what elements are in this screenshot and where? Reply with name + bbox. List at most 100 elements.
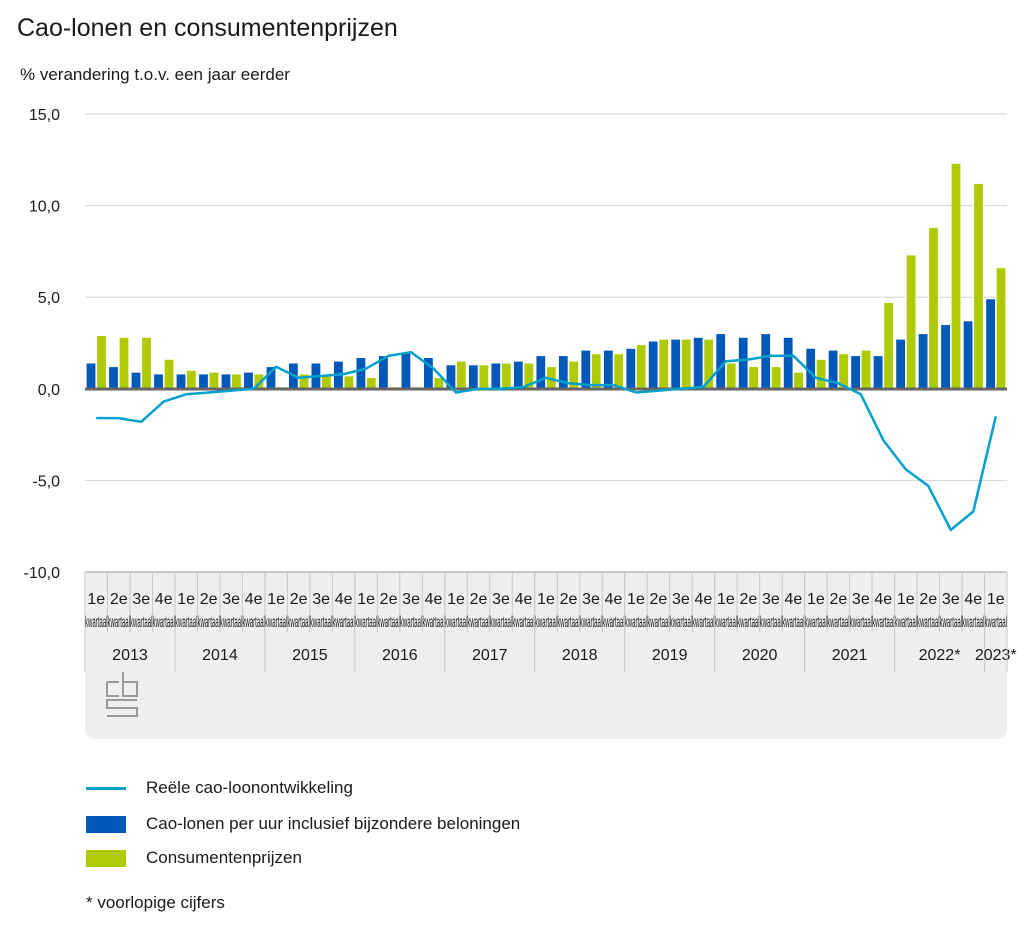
x-axis-panel (85, 572, 1007, 739)
bar-cao-lonen (468, 364, 479, 390)
x-quarter-label: 2e (110, 591, 128, 608)
bar-consumentenprijzen (456, 360, 467, 390)
bar-cao-lonen (715, 333, 726, 390)
x-quarter-suffix: kwartaal (647, 614, 669, 631)
x-quarter-label: 1e (987, 591, 1005, 608)
bar-consumentenprijzen (771, 366, 782, 390)
bar-cao-lonen (86, 362, 97, 390)
cbs-logo-cb (106, 672, 138, 697)
cbs-logo-s (106, 699, 138, 717)
x-quarter-label: 1e (87, 591, 105, 608)
x-year-label: 2018 (562, 647, 598, 664)
x-quarter-suffix: kwartaal (557, 614, 579, 631)
bar-cao-lonen (400, 351, 411, 390)
x-year-label: 2019 (652, 647, 688, 664)
bar-cao-lonen (850, 355, 861, 390)
x-quarter-label: 3e (402, 591, 420, 608)
x-quarter-label: 3e (672, 591, 690, 608)
x-quarter-label: 3e (222, 591, 240, 608)
bar-cao-lonen (153, 373, 164, 390)
bar-cao-lonen (355, 357, 366, 390)
legend-label: Consumentenprijzen (146, 848, 302, 867)
bar-cao-lonen (985, 298, 996, 390)
y-tick-label: 10,0 (29, 199, 60, 216)
x-quarter-suffix: kwartaal (130, 614, 152, 631)
chart: 15,010,05,00,0-5,0-10,0 1ekwartaal2ekwar… (24, 107, 1017, 739)
x-quarter-label: 2e (470, 591, 488, 608)
bar-cao-lonen (108, 366, 119, 390)
x-quarter-label: 2e (919, 591, 937, 608)
x-quarter-suffix: kwartaal (400, 614, 422, 631)
x-quarter-label: 4e (155, 591, 173, 608)
y-tick-label: -10,0 (24, 565, 61, 582)
x-quarter-label: 3e (762, 591, 780, 608)
y-tick-label: 0,0 (38, 382, 60, 399)
bar-cao-lonen (221, 373, 232, 390)
x-quarter-suffix: kwartaal (220, 614, 242, 631)
x-year-label: 2021 (832, 647, 868, 664)
bar-consumentenprijzen (321, 375, 332, 390)
gridlines (85, 113, 1007, 573)
x-quarter-label: 3e (132, 591, 150, 608)
bar-cao-lonen (625, 348, 636, 390)
x-quarter-label: 2e (560, 591, 578, 608)
x-quarter-label: 2e (739, 591, 757, 608)
bar-consumentenprijzen (613, 353, 624, 390)
bar-cao-lonen (738, 337, 749, 390)
bar-cao-lonen (513, 360, 524, 390)
legend-label: Reële cao-loonontwikkeling (146, 778, 353, 797)
bar-consumentenprijzen (478, 364, 489, 390)
bar-cao-lonen (670, 338, 681, 390)
bar-cao-lonen (693, 337, 704, 390)
x-quarter-suffix: kwartaal (872, 614, 894, 631)
x-quarter-label: 1e (177, 591, 195, 608)
x-quarter-suffix: kwartaal (535, 614, 557, 631)
x-quarter-label: 1e (537, 591, 555, 608)
bar-consumentenprijzen (164, 359, 175, 390)
x-quarter-label: 4e (964, 591, 982, 608)
x-axis-labels: 1ekwartaal2ekwartaal3ekwartaal4ekwartaal… (84, 572, 1017, 672)
x-quarter-label: 4e (874, 591, 892, 608)
x-quarter-suffix: kwartaal (467, 614, 489, 631)
x-quarter-suffix: kwartaal (670, 614, 692, 631)
x-quarter-suffix: kwartaal (962, 614, 984, 631)
x-year-label: 2023* (975, 647, 1017, 664)
x-quarter-label: 4e (335, 591, 353, 608)
x-quarter-suffix: kwartaal (692, 614, 714, 631)
x-quarter-suffix: kwartaal (152, 614, 174, 631)
x-quarter-label: 4e (425, 591, 443, 608)
x-quarter-label: 1e (447, 591, 465, 608)
x-quarter-label: 1e (717, 591, 735, 608)
bar-cao-lonen (535, 355, 546, 390)
x-year-label: 2015 (292, 647, 328, 664)
x-quarter-label: 1e (807, 591, 825, 608)
bar-cao-lonen (940, 324, 951, 390)
legend-label: Cao-lonen per uur inclusief bijzondere b… (146, 814, 521, 833)
bar-consumentenprijzen (726, 362, 737, 390)
bar-consumentenprijzen (501, 362, 512, 390)
bar-cao-lonen (580, 349, 591, 390)
bar-consumentenprijzen (748, 366, 759, 390)
y-axis-ticks: 15,0 10,0 5,0 0,0 -5,0 -10,0 (24, 107, 61, 582)
bars (86, 163, 1006, 390)
bar-cao-lonen (783, 337, 794, 390)
x-quarter-suffix: kwartaal (737, 614, 759, 631)
line-reele-cao-loonontwikkeling (96, 350, 998, 532)
bar-cao-lonen (198, 373, 209, 390)
x-quarter-label: 1e (627, 591, 645, 608)
x-quarter-label: 3e (852, 591, 870, 608)
bar-consumentenprijzen (366, 377, 377, 390)
bar-consumentenprijzen (636, 344, 647, 390)
x-year-label: 2013 (112, 647, 148, 664)
x-quarter-suffix: kwartaal (940, 614, 962, 631)
bar-consumentenprijzen (231, 373, 242, 390)
x-quarter-suffix: kwartaal (580, 614, 602, 631)
x-quarter-label: 2e (290, 591, 308, 608)
x-quarter-suffix: kwartaal (445, 614, 467, 631)
bar-consumentenprijzen (591, 353, 602, 390)
x-quarter-label: 1e (357, 591, 375, 608)
x-quarter-label: 4e (245, 591, 263, 608)
x-quarter-suffix: kwartaal (265, 614, 287, 631)
x-quarter-label: 2e (829, 591, 847, 608)
bar-consumentenprijzen (658, 338, 669, 390)
